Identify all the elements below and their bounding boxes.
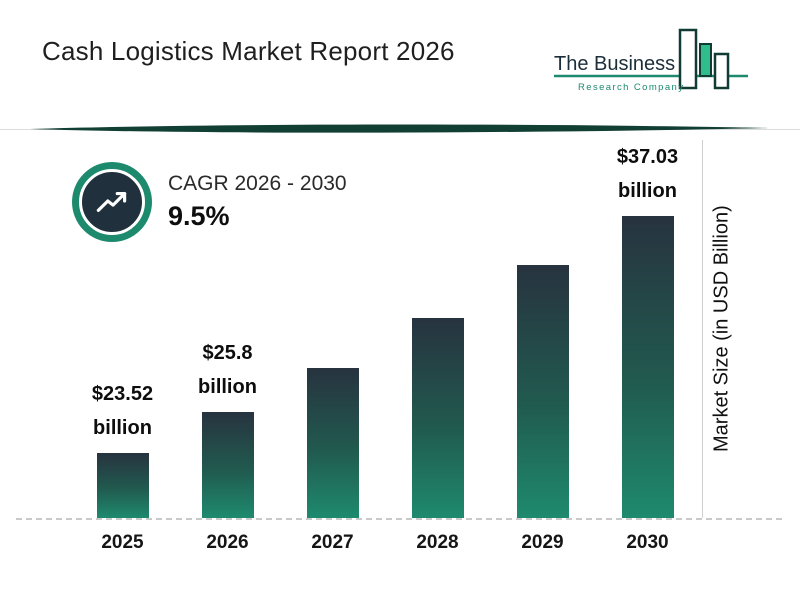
x-axis-label-2028: 2028	[416, 532, 459, 553]
cagr-value: 9.5%	[168, 201, 230, 231]
bar-group: $25.8 billion	[175, 140, 280, 518]
x-labels: 2025 2026 2027 2028 2029 2030	[70, 532, 700, 554]
cagr-label: CAGR 2026 - 2030	[168, 172, 347, 195]
bar-value-text: $37.03	[616, 146, 679, 168]
bar-2025	[96, 453, 149, 518]
bar-value-label: $25.8 billion	[198, 336, 257, 404]
bar-value-text: $25.8	[202, 342, 253, 364]
y-axis-line	[702, 140, 703, 518]
x-axis-label-2030: 2030	[626, 532, 669, 553]
bar-unit-text: billion	[93, 417, 152, 439]
bar-value-label: $37.03 billion	[617, 140, 678, 208]
bar-2027	[306, 368, 359, 518]
x-axis-label-2025: 2025	[101, 532, 144, 553]
bar-group: $23.52 billion	[70, 140, 175, 518]
bar-2026	[201, 412, 254, 518]
bar-2028	[411, 318, 464, 518]
bar-2029	[516, 265, 569, 518]
bar-value-text: $23.52	[91, 383, 154, 405]
bar-unit-text: billion	[618, 180, 677, 202]
bar-group	[280, 140, 385, 518]
cagr-badge-inner	[79, 169, 145, 235]
bar-group: $37.03 billion	[595, 140, 700, 518]
bars: $23.52 billion $25.8 billion $37.03 billion	[70, 140, 700, 518]
logo-text-line1: The Business	[554, 53, 675, 75]
bar-2030	[621, 216, 674, 518]
cagr-badge	[72, 162, 152, 242]
x-axis-label-2027: 2027	[311, 532, 354, 553]
x-axis-label-2026: 2026	[206, 532, 249, 553]
trend-up-icon	[96, 192, 127, 212]
logo-bar-filled	[699, 43, 712, 77]
x-axis-label-2029: 2029	[521, 532, 564, 553]
company-logo: The Business Research Company	[554, 28, 748, 93]
x-axis-baseline	[16, 518, 782, 520]
page-title: Cash Logistics Market Report 2026	[42, 36, 455, 66]
bar-value-label: $23.52 billion	[92, 377, 153, 445]
bar-unit-text: billion	[198, 376, 257, 398]
bar-group	[385, 140, 490, 518]
divider-taper	[30, 124, 768, 133]
logo-bar-outline-tall	[678, 28, 698, 90]
y-axis-title: Market Size (in USD Billion)	[710, 205, 733, 453]
logo-text-line2: Research Company	[578, 82, 684, 93]
bar-group	[490, 140, 595, 518]
logo-bar-outline-short	[713, 52, 730, 90]
